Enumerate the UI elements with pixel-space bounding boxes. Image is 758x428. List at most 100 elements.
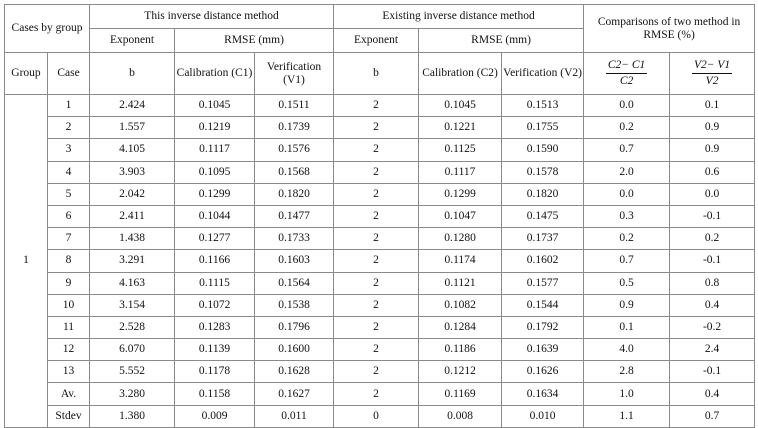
cell-comparison-calibration: 2.8 — [583, 360, 671, 384]
header-group: Group — [4, 52, 48, 95]
cell-verification-v1: 0.1477 — [254, 204, 335, 229]
cell-exponent-this: 3.280 — [89, 382, 176, 406]
cell-calibration-c2: 0.1221 — [418, 116, 503, 140]
header-row-3: Group Case b Calibration (C1) Verificati… — [4, 52, 756, 95]
cell-exponent-this: 1.380 — [89, 404, 176, 428]
cell-verification-v2: 0.1820 — [501, 182, 585, 206]
cell-verification-v1: 0.1603 — [254, 249, 335, 273]
cell-verification-v1: 0.1511 — [254, 93, 335, 118]
cell-comparison-verification: 0.6 — [669, 160, 756, 184]
table-row: 8 3.291 0.1166 0.1603 2 0.1174 0.1602 0.7 -0.1 — [5, 249, 756, 273]
cell-verification-v1: 0.1796 — [254, 315, 335, 340]
cell-calibration-c1: 0.1219 — [174, 116, 256, 140]
table-container: Cases by group This inverse distance met… — [3, 4, 756, 428]
header-cases-by-group: Cases by group — [3, 4, 91, 53]
header-row-1: Cases by group This inverse distance met… — [3, 4, 756, 53]
cell-case: 12 — [46, 338, 91, 362]
table-row: 1 1 2.424 0.1045 0.1511 2 0.1045 0.1513 0.0 0.1 — [4, 93, 756, 428]
cell-exponent-this: 2.528 — [89, 315, 176, 340]
cell-calibration-c2: 0.1125 — [418, 138, 503, 162]
cell-exponent-existing: 2 — [333, 160, 420, 184]
cell-calibration-c2: 0.1045 — [418, 93, 503, 118]
cell-verification-v2: 0.1755 — [501, 116, 585, 140]
cell-verification-v2: 0.010 — [501, 404, 585, 428]
table-row: 2 1.557 0.1219 0.1739 2 0.1221 0.1755 0.2 0.9 — [5, 116, 756, 140]
cell-case: Av. — [46, 382, 91, 406]
cell-group: 1 — [4, 94, 48, 428]
cell-verification-v2: 0.1602 — [501, 249, 585, 273]
cell-verification-v1: 0.1733 — [254, 227, 335, 251]
cell-exponent-existing: 2 — [333, 315, 420, 340]
table-row: 4 3.903 0.1095 0.1568 2 0.1117 0.1578 2.0 0.6 — [5, 160, 756, 184]
cell-exponent-this: 4.105 — [89, 138, 176, 162]
cell-calibration-c1: 0.1115 — [174, 271, 256, 295]
cell-verification-v1: 0.1538 — [254, 293, 335, 317]
cell-exponent-existing: 2 — [333, 204, 420, 229]
cell-verification-v1: 0.1600 — [254, 338, 335, 362]
header-rmse-existing: RMSE (mm) — [418, 28, 585, 53]
cell-calibration-c1: 0.1277 — [174, 227, 256, 251]
table-row: 6 2.411 0.1044 0.1477 2 0.1047 0.1475 0.3 -0.1 — [5, 204, 756, 229]
cell-exponent-existing: 2 — [333, 338, 420, 362]
cell-comparison-verification: 0.9 — [669, 116, 756, 140]
fraction-calibration-numerator: C2− C1 — [605, 59, 648, 74]
header-verification-v1: Verification (V1) — [254, 52, 335, 95]
cell-exponent-this: 2.042 — [89, 182, 176, 206]
header-comparisons: Comparisons of two method in RMSE (%) — [583, 4, 756, 53]
fraction-verification-denominator: V2 — [705, 75, 719, 87]
cell-verification-v1: 0.1739 — [254, 116, 335, 140]
cell-calibration-c2: 0.1284 — [418, 315, 503, 340]
cell-calibration-c1: 0.009 — [174, 404, 256, 428]
table-row: 9 4.163 0.1115 0.1564 2 0.1121 0.1577 0.5 0.8 — [5, 271, 756, 295]
cell-comparison-verification: 0.0 — [669, 182, 756, 206]
cell-comparison-calibration: 0.2 — [583, 116, 671, 140]
cell-comparison-calibration: 0.3 — [583, 204, 671, 229]
cell-comparison-verification: 0.7 — [669, 404, 756, 428]
cell-calibration-c1: 0.1299 — [174, 182, 256, 206]
cell-verification-v2: 0.1639 — [501, 338, 585, 362]
cell-case: 13 — [46, 360, 91, 384]
header-fraction-calibration: C2− C1 C2 — [583, 52, 671, 95]
cell-comparison-calibration: 1.1 — [583, 404, 671, 428]
table-body: Cases by group This inverse distance met… — [3, 4, 756, 428]
cell-exponent-existing: 2 — [333, 249, 420, 273]
cell-verification-v2: 0.1578 — [501, 160, 585, 184]
cell-calibration-c2: 0.1212 — [418, 360, 503, 384]
header-case: Case — [46, 52, 91, 95]
cell-calibration-c2: 0.1047 — [418, 204, 503, 229]
cell-calibration-c1: 0.1283 — [174, 315, 256, 340]
fraction-calibration: C2− C1 C2 — [605, 59, 648, 88]
cell-calibration-c1: 0.1044 — [174, 204, 256, 229]
cell-verification-v1: 0.1568 — [254, 160, 335, 184]
comparison-table: Cases by group This inverse distance met… — [3, 4, 756, 428]
table-row: Stdev 1.380 0.009 0.011 0 0.008 0.010 1.1 0.7 — [5, 404, 756, 428]
header-exponent-this: Exponent — [89, 28, 176, 53]
cell-case: 11 — [46, 315, 91, 340]
cell-case: 8 — [46, 249, 91, 273]
cell-verification-v1: 0.1820 — [254, 182, 335, 206]
cell-comparison-verification: 0.1 — [669, 93, 756, 118]
cell-comparison-calibration: 0.7 — [583, 249, 671, 273]
cell-exponent-this: 2.424 — [89, 93, 176, 118]
cell-calibration-c2: 0.1082 — [418, 293, 503, 317]
cell-exponent-this: 1.438 — [89, 227, 176, 251]
cell-case: 7 — [46, 227, 91, 251]
cell-exponent-existing: 2 — [333, 227, 420, 251]
header-this-method: This inverse distance method — [89, 4, 335, 29]
cell-comparison-calibration: 0.5 — [583, 271, 671, 295]
cell-case: 5 — [46, 182, 91, 206]
cell-verification-v2: 0.1577 — [501, 271, 585, 295]
cell-verification-v1: 0.1564 — [254, 271, 335, 295]
cell-calibration-c1: 0.1095 — [174, 160, 256, 184]
cell-comparison-verification: 2.4 — [669, 338, 756, 362]
cell-case: 3 — [46, 138, 91, 162]
cell-calibration-c1: 0.1072 — [174, 293, 256, 317]
table-row: 10 3.154 0.1072 0.1538 2 0.1082 0.1544 0.9 0.4 — [5, 293, 756, 317]
cell-exponent-this: 6.070 — [89, 338, 176, 362]
cell-case: Stdev — [46, 404, 91, 428]
cell-exponent-this: 3.291 — [89, 249, 176, 273]
cell-comparison-calibration: 2.0 — [583, 160, 671, 184]
cell-comparison-calibration: 0.9 — [583, 293, 671, 317]
cell-verification-v2: 0.1513 — [501, 93, 585, 118]
cell-verification-v1: 0.1576 — [254, 138, 335, 162]
